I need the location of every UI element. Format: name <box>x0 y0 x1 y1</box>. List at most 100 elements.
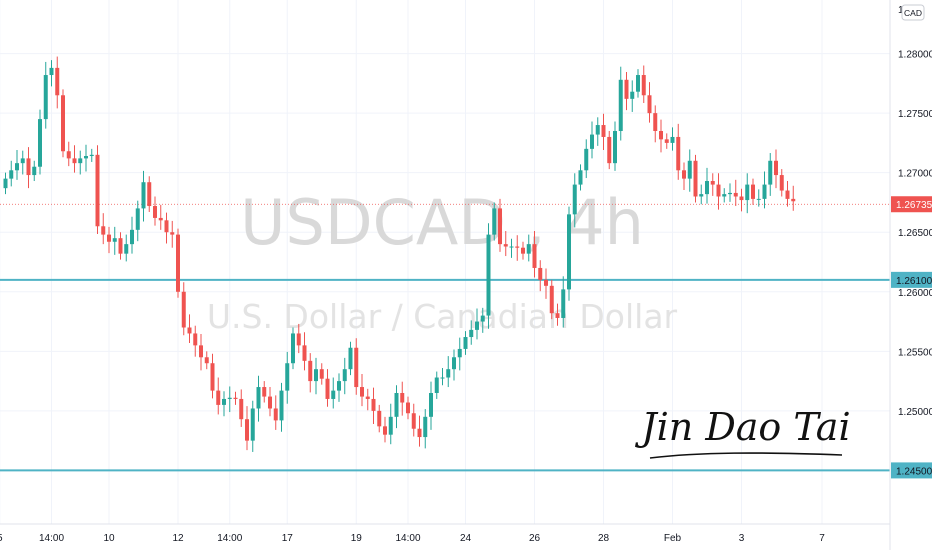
candle[interactable] <box>653 105 658 143</box>
candle[interactable] <box>383 416 387 443</box>
candle[interactable] <box>762 171 767 209</box>
candle[interactable] <box>84 144 88 172</box>
candle[interactable] <box>181 282 186 336</box>
candle[interactable] <box>779 169 784 197</box>
candle[interactable] <box>394 385 399 429</box>
candle[interactable] <box>279 382 284 432</box>
candle[interactable] <box>601 113 606 151</box>
candle[interactable] <box>492 202 497 241</box>
candle[interactable] <box>170 220 175 248</box>
candle[interactable] <box>239 389 244 427</box>
candle[interactable] <box>285 351 290 404</box>
candle[interactable] <box>199 334 203 371</box>
candle[interactable] <box>26 147 31 189</box>
candle[interactable] <box>233 391 238 405</box>
candle[interactable] <box>61 89 65 158</box>
candle[interactable] <box>130 216 134 254</box>
candle[interactable] <box>532 231 537 278</box>
candle[interactable] <box>457 337 462 371</box>
candle[interactable] <box>636 69 640 98</box>
candle[interactable] <box>273 395 278 430</box>
candle[interactable] <box>291 327 295 370</box>
candle[interactable] <box>15 150 19 180</box>
candle[interactable] <box>544 268 548 299</box>
candle[interactable] <box>785 181 790 207</box>
candle[interactable] <box>360 373 364 407</box>
candle[interactable] <box>659 119 663 153</box>
candle[interactable] <box>112 226 117 255</box>
candle[interactable] <box>475 308 479 340</box>
candle[interactable] <box>687 149 692 192</box>
candle[interactable] <box>521 241 525 260</box>
candle[interactable] <box>302 332 307 371</box>
candle[interactable] <box>469 320 474 345</box>
candle[interactable] <box>406 396 410 420</box>
candle[interactable] <box>618 66 623 141</box>
candle[interactable] <box>699 184 704 205</box>
candle[interactable] <box>32 160 37 182</box>
candle[interactable] <box>256 375 261 422</box>
candle[interactable] <box>164 212 169 244</box>
candle[interactable] <box>498 198 502 252</box>
candle[interactable] <box>153 196 157 226</box>
candle[interactable] <box>624 72 629 111</box>
candle[interactable] <box>768 153 773 196</box>
candle[interactable] <box>434 371 439 399</box>
candle[interactable] <box>745 173 750 214</box>
candle[interactable] <box>319 363 324 385</box>
candle[interactable] <box>124 234 129 262</box>
candle[interactable] <box>176 228 180 298</box>
candle[interactable] <box>791 185 796 211</box>
candle[interactable] <box>107 226 111 254</box>
candle[interactable] <box>371 387 376 424</box>
candle[interactable] <box>664 133 669 149</box>
candle[interactable] <box>135 200 140 242</box>
candle[interactable] <box>158 204 163 230</box>
candle[interactable] <box>227 386 232 413</box>
candle[interactable] <box>555 303 560 326</box>
candle[interactable] <box>222 391 226 417</box>
candle[interactable] <box>526 234 531 262</box>
candle[interactable] <box>578 164 583 191</box>
candle[interactable] <box>55 56 60 109</box>
candle[interactable] <box>463 331 468 355</box>
candles[interactable] <box>3 56 796 452</box>
candle[interactable] <box>722 188 727 203</box>
candle[interactable] <box>676 123 681 180</box>
candle[interactable] <box>147 176 152 212</box>
candle[interactable] <box>204 351 209 370</box>
candle[interactable] <box>268 387 272 417</box>
candle[interactable] <box>314 357 318 395</box>
candle[interactable] <box>308 353 313 393</box>
candle[interactable] <box>89 148 94 162</box>
candle[interactable] <box>95 145 100 235</box>
candle[interactable] <box>210 353 215 399</box>
candle[interactable] <box>486 223 491 329</box>
candle[interactable] <box>78 150 83 175</box>
candle[interactable] <box>325 369 330 407</box>
candle[interactable] <box>337 373 341 402</box>
candle[interactable] <box>452 349 456 381</box>
candle[interactable] <box>549 279 554 320</box>
candle[interactable] <box>693 154 698 203</box>
candle[interactable] <box>607 131 612 170</box>
candle[interactable] <box>590 121 594 159</box>
candle[interactable] <box>710 173 715 196</box>
candle[interactable] <box>411 403 416 437</box>
candle[interactable] <box>503 231 508 257</box>
candle[interactable] <box>342 357 347 395</box>
candle[interactable] <box>296 323 301 354</box>
candle[interactable] <box>733 179 738 207</box>
candle[interactable] <box>670 127 675 151</box>
candle[interactable] <box>193 325 198 357</box>
candle[interactable] <box>141 170 146 222</box>
candle[interactable] <box>187 314 192 343</box>
candle[interactable] <box>66 141 71 167</box>
candle[interactable] <box>72 145 77 173</box>
candle[interactable] <box>716 173 721 210</box>
candle[interactable] <box>641 65 646 104</box>
candle[interactable] <box>262 381 267 403</box>
candle[interactable] <box>595 117 600 146</box>
